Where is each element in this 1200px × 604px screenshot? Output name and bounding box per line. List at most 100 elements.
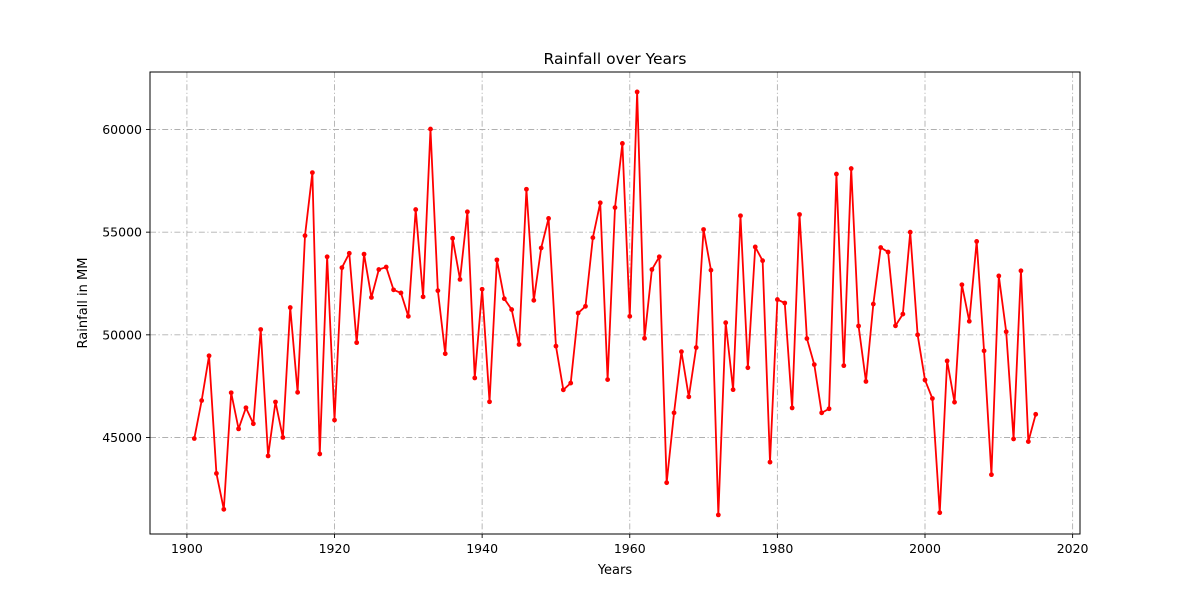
data-point	[752, 244, 758, 250]
data-point	[1018, 268, 1024, 274]
data-point	[900, 311, 906, 317]
data-point	[686, 394, 692, 400]
data-point	[664, 480, 670, 486]
data-point	[516, 342, 522, 347]
data-point	[922, 377, 928, 383]
data-point	[723, 320, 729, 326]
y-axis-label: Rainfall in MM	[76, 258, 91, 349]
data-point	[302, 233, 308, 239]
x-tick-label: 2020	[1057, 541, 1089, 556]
grid-layer	[150, 72, 1080, 534]
data-point	[693, 345, 699, 350]
data-point	[405, 313, 411, 319]
data-point	[531, 297, 537, 303]
y-tick-label: 60000	[102, 122, 142, 137]
data-point	[450, 235, 456, 241]
data-point	[715, 512, 721, 518]
data-point	[428, 126, 433, 132]
data-point	[324, 254, 330, 260]
data-point	[848, 166, 854, 171]
data-point	[642, 335, 647, 341]
data-point	[679, 349, 684, 355]
data-point	[413, 207, 419, 212]
x-tick-label: 2000	[909, 541, 941, 556]
data-point	[309, 170, 315, 176]
data-point	[701, 227, 706, 232]
data-point	[479, 286, 485, 292]
plot-area-frame	[149, 71, 1081, 535]
data-point	[1025, 439, 1031, 444]
data-point	[398, 290, 404, 296]
data-point	[317, 451, 323, 457]
data-point	[583, 303, 588, 309]
data-point	[509, 307, 515, 312]
data-point	[612, 205, 618, 210]
data-point	[804, 336, 810, 341]
data-point	[494, 257, 500, 263]
x-tick-label: 1960	[614, 541, 646, 556]
x-axis-label: Years	[597, 563, 633, 578]
data-point	[981, 348, 987, 354]
data-point	[952, 399, 957, 405]
data-point	[656, 254, 662, 260]
data-point	[472, 375, 478, 381]
data-point	[236, 426, 241, 432]
data-point	[420, 294, 426, 300]
data-point	[546, 216, 551, 221]
data-point	[760, 258, 766, 264]
data-point	[863, 379, 869, 384]
data-point	[191, 436, 197, 441]
data-point	[708, 267, 714, 273]
data-point	[767, 459, 773, 465]
data-point	[907, 229, 913, 235]
data-point	[435, 288, 441, 294]
data-point	[199, 398, 205, 403]
data-point	[974, 239, 980, 244]
data-point	[885, 249, 891, 255]
data-point	[339, 265, 345, 271]
data-point	[221, 506, 227, 512]
data-point	[273, 399, 278, 405]
data-point	[959, 282, 965, 288]
x-tick-label: 1940	[466, 541, 498, 556]
data-point	[996, 273, 1002, 279]
data-point	[649, 267, 655, 272]
y-tick-label: 55000	[102, 225, 142, 240]
data-point	[464, 209, 470, 215]
data-point	[457, 276, 463, 282]
data-point	[258, 327, 264, 332]
chart-title: Rainfall over Years	[544, 50, 687, 68]
data-point	[346, 250, 352, 256]
data-point	[287, 305, 293, 310]
y-tick-label: 45000	[102, 430, 142, 445]
data-point	[730, 387, 736, 393]
rainfall-series-line	[193, 91, 1037, 516]
data-point	[619, 141, 625, 146]
x-tick-label: 1980	[761, 541, 793, 556]
data-point	[989, 472, 994, 478]
data-point	[590, 235, 596, 241]
data-point	[206, 353, 212, 359]
data-point	[501, 296, 507, 302]
data-point	[354, 340, 360, 346]
data-point	[280, 435, 286, 440]
data-point	[1033, 411, 1039, 417]
data-point	[295, 389, 301, 395]
data-point	[568, 380, 574, 386]
data-point	[856, 323, 861, 329]
data-point	[826, 406, 832, 412]
data-point	[442, 351, 448, 357]
data-point	[369, 295, 374, 300]
data-point	[782, 300, 788, 306]
data-point	[605, 377, 611, 382]
data-point	[250, 421, 256, 427]
tick-layer: 1900 1920 1940 1960 1980 2000 2020 45000 50000 55…	[102, 122, 1088, 556]
data-point	[243, 405, 249, 411]
data-point	[1011, 436, 1016, 442]
data-point	[634, 89, 640, 95]
data-point	[597, 200, 603, 206]
data-point	[745, 365, 751, 371]
data-point	[361, 251, 367, 257]
